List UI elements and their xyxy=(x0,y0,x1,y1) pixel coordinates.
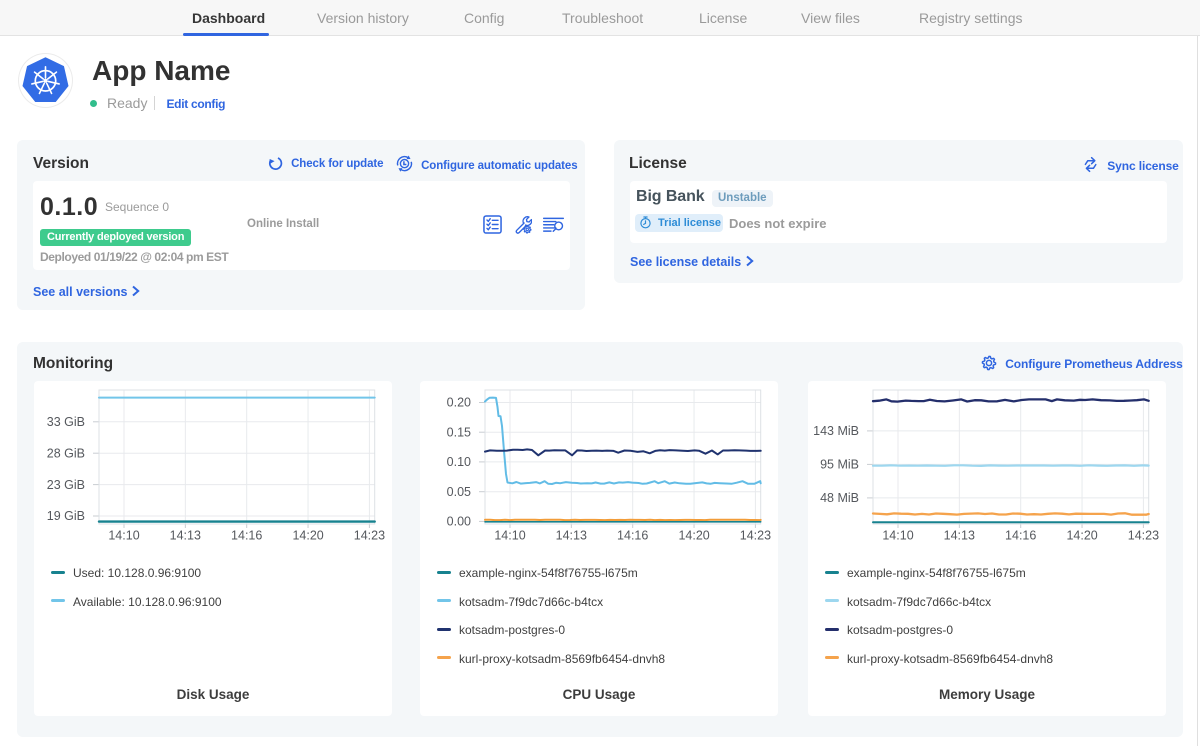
svg-text:14:10: 14:10 xyxy=(108,529,139,543)
svg-text:14:13: 14:13 xyxy=(556,529,587,543)
svg-text:14:16: 14:16 xyxy=(231,529,262,543)
svg-text:14:16: 14:16 xyxy=(1005,529,1036,543)
svg-text:0.15: 0.15 xyxy=(447,425,471,439)
svg-text:14:13: 14:13 xyxy=(944,529,975,543)
svg-text:14:23: 14:23 xyxy=(354,529,385,543)
svg-text:14:16: 14:16 xyxy=(617,529,648,543)
svg-text:14:20: 14:20 xyxy=(292,529,323,543)
svg-text:0.20: 0.20 xyxy=(447,396,471,410)
svg-text:143 MiB: 143 MiB xyxy=(813,424,859,438)
svg-text:19 GiB: 19 GiB xyxy=(47,509,85,523)
svg-text:28 GiB: 28 GiB xyxy=(47,446,85,460)
svg-text:14:20: 14:20 xyxy=(678,529,709,543)
svg-text:0.10: 0.10 xyxy=(447,455,471,469)
svg-text:14:23: 14:23 xyxy=(1128,529,1159,543)
svg-text:14:10: 14:10 xyxy=(882,529,913,543)
svg-text:0.00: 0.00 xyxy=(447,515,471,529)
svg-text:33 GiB: 33 GiB xyxy=(47,415,85,429)
svg-text:0.05: 0.05 xyxy=(447,485,471,499)
svg-text:14:23: 14:23 xyxy=(740,529,771,543)
svg-text:48 MiB: 48 MiB xyxy=(820,491,859,505)
svg-text:14:20: 14:20 xyxy=(1066,529,1097,543)
svg-text:14:10: 14:10 xyxy=(494,529,525,543)
svg-text:95 MiB: 95 MiB xyxy=(820,458,859,472)
svg-text:23 GiB: 23 GiB xyxy=(47,478,85,492)
svg-text:14:13: 14:13 xyxy=(170,529,201,543)
